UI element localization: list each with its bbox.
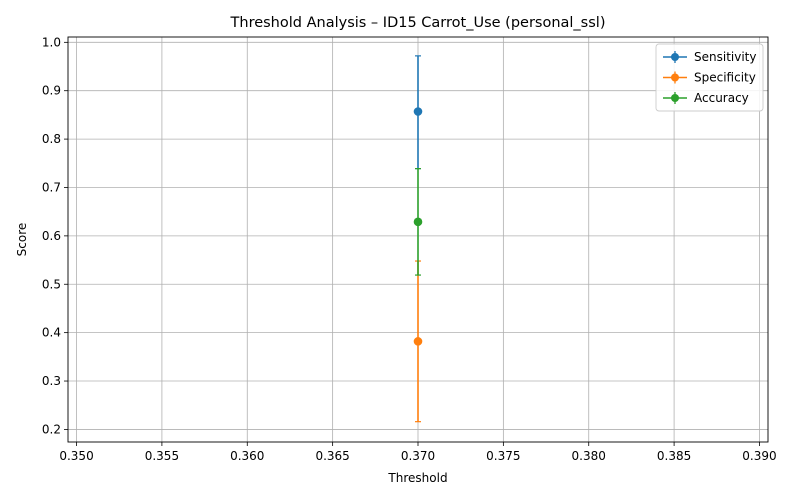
legend-label-specificity: Specificity [694, 71, 756, 85]
legend-item-accuracy: Accuracy [663, 91, 749, 105]
x-tick-label: 0.370 [401, 449, 435, 463]
series-specificity [413, 260, 423, 423]
x-tick-label: 0.380 [572, 449, 606, 463]
x-tick-label: 0.365 [315, 449, 349, 463]
specificity-point [413, 337, 423, 346]
axis-ticks: 0.350 0.355 0.360 0.365 0.370 0.375 0.380 0.385… [42, 35, 777, 463]
y-tick-label: 0.8 [42, 132, 61, 146]
x-tick-label: 0.360 [230, 449, 264, 463]
legend-box [655, 43, 764, 112]
legend-marker-specificity [671, 73, 679, 82]
x-tick-label: 0.385 [657, 449, 691, 463]
x-tick-label: 0.390 [742, 449, 776, 463]
sensitivity-point [413, 107, 423, 116]
y-tick-label: 0.9 [42, 84, 61, 98]
series-sensitivity [413, 55, 423, 170]
x-tick-label: 0.355 [145, 449, 179, 463]
legend-item-sensitivity: Sensitivity [663, 50, 756, 64]
chart-title: Threshold Analysis – ID15 Carrot_Use (pe… [230, 15, 606, 31]
y-tick-label: 0.3 [42, 374, 61, 388]
y-axis-label: Score [15, 223, 29, 257]
legend-marker-accuracy [671, 94, 679, 102]
y-tick-label: 0.2 [42, 422, 61, 436]
series-layer [413, 55, 423, 423]
y-tick-label: 1.0 [42, 35, 61, 49]
legend: Sensitivity Specificity Accuracy [655, 43, 764, 112]
legend-marker-sensitivity [671, 53, 679, 61]
y-tick-label: 0.7 [42, 180, 61, 194]
accuracy-point [413, 217, 423, 227]
y-tick-label: 0.6 [42, 229, 61, 243]
series-accuracy [413, 168, 423, 276]
x-axis-label: Threshold [387, 471, 447, 485]
y-tick-label: 0.5 [42, 277, 61, 291]
x-tick-label: 0.350 [59, 449, 93, 463]
legend-label-accuracy: Accuracy [694, 91, 749, 105]
y-tick-label: 0.4 [42, 326, 61, 340]
x-tick-label: 0.375 [486, 449, 520, 463]
legend-label-sensitivity: Sensitivity [694, 50, 756, 64]
legend-item-specificity: Specificity [663, 71, 756, 85]
